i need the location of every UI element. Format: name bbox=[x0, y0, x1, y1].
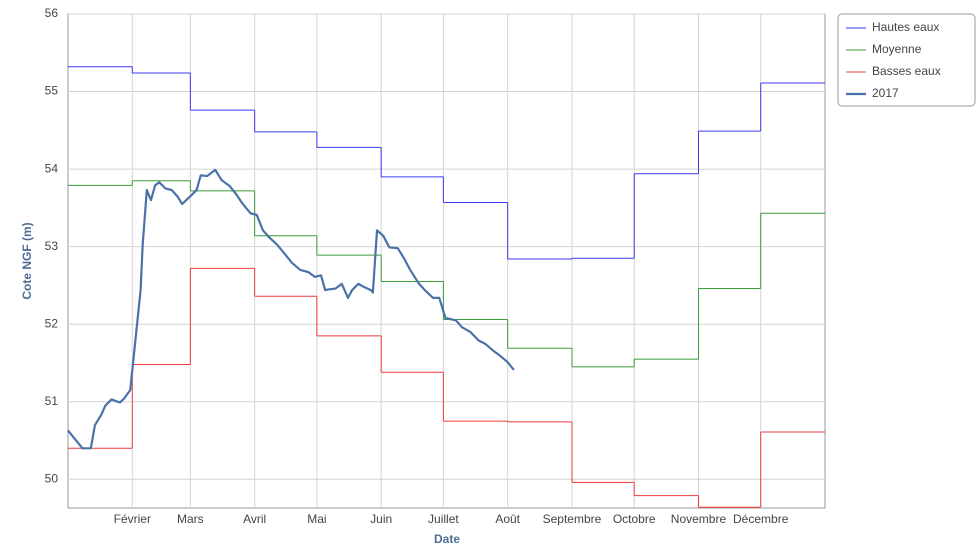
plot-area bbox=[67, 13, 826, 509]
x-axis-title: Date bbox=[434, 532, 460, 546]
x-tick-label: Décembre bbox=[733, 512, 789, 526]
y-axis-title: Cote NGF (m) bbox=[20, 222, 34, 299]
y-tick-label: 54 bbox=[45, 161, 59, 175]
legend bbox=[837, 13, 976, 107]
legend-label[interactable]: 2017 bbox=[872, 86, 899, 100]
y-tick-label: 52 bbox=[45, 316, 59, 330]
x-tick-label: Avril bbox=[243, 512, 266, 526]
x-tick-label: Mars bbox=[177, 512, 204, 526]
y-tick-label: 50 bbox=[45, 471, 59, 485]
y-tick-label: 55 bbox=[45, 84, 59, 98]
y-tick-label: 53 bbox=[45, 239, 59, 253]
legend-label[interactable]: Basses eaux bbox=[872, 64, 941, 78]
x-tick-label: Juillet bbox=[428, 512, 459, 526]
x-tick-label: Août bbox=[495, 512, 520, 526]
y-tick-label: 51 bbox=[45, 394, 59, 408]
legend-label[interactable]: Hautes eaux bbox=[872, 20, 939, 34]
x-tick-label: Juin bbox=[370, 512, 392, 526]
x-tick-label: Février bbox=[114, 512, 151, 526]
x-tick-label: Mai bbox=[307, 512, 326, 526]
x-tick-label: Octobre bbox=[613, 512, 656, 526]
series-line bbox=[67, 168, 515, 450]
y-tick-label: 56 bbox=[45, 6, 59, 20]
legend-label[interactable]: Moyenne bbox=[872, 42, 922, 56]
x-tick-label: Septembre bbox=[543, 512, 602, 526]
x-tick-label: Novembre bbox=[671, 512, 727, 526]
